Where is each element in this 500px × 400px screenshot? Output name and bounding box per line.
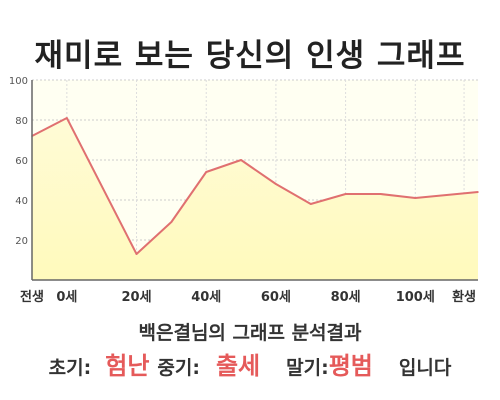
early-label: 초기: [48, 357, 92, 379]
page-title: 재미로 보는 당신의 인생 그래프 [34, 38, 466, 74]
late-label: 말기: [286, 357, 329, 379]
early-value: 험난 [105, 352, 150, 380]
data-point [205, 171, 208, 173]
y-tick-label: 100 [9, 76, 28, 87]
x-tick-label: 20세 [122, 290, 152, 305]
middle-value: 출세 [215, 352, 261, 380]
late-value: 평범 [328, 352, 373, 380]
x-tick-label: 40세 [191, 290, 221, 305]
x-tick-label: 전생 [20, 289, 44, 305]
data-point [240, 159, 242, 161]
life-graph-chart: 20 40 60 80 100 전생 0세 20세 40세 60세 80세 100세 환생 [9, 76, 479, 305]
middle-label: 중기: [157, 357, 200, 379]
y-tick-label: 80 [15, 116, 28, 127]
x-tick-label: 0세 [56, 290, 77, 305]
x-tick-label: 80세 [331, 290, 361, 305]
data-point [379, 193, 382, 195]
data-point [275, 183, 277, 185]
y-tick-label: 60 [15, 156, 28, 167]
data-point [344, 193, 347, 195]
data-point [309, 203, 312, 205]
result-suffix: 입니다 [398, 357, 452, 379]
y-tick-label: 40 [15, 196, 28, 207]
series-line [31, 117, 479, 255]
y-tick-label: 20 [15, 236, 28, 247]
analysis-subtitle: 백은결님의 그래프 분석결과 [138, 322, 362, 344]
data-point [170, 221, 173, 223]
analysis-result: 초기: 험난 중기: 출세 말기: 평범 입니다 [0, 346, 500, 381]
series-area [32, 118, 478, 280]
x-tick-label: 100세 [396, 290, 435, 305]
x-tick-label: 60세 [261, 290, 291, 305]
data-point [414, 197, 417, 199]
data-point [477, 191, 479, 193]
x-tick-label: 환생 [452, 289, 476, 305]
data-point [66, 117, 68, 119]
data-point [135, 253, 138, 255]
